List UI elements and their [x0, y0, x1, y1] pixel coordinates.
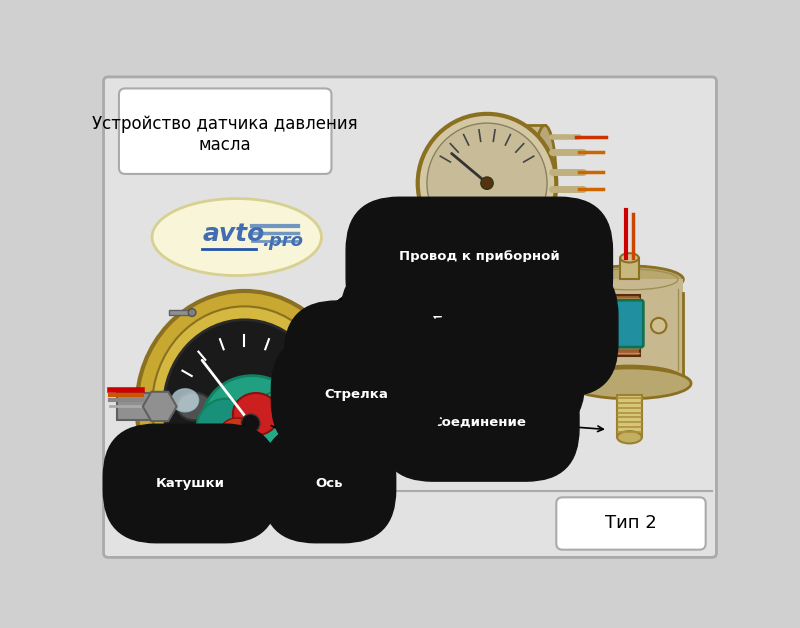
Ellipse shape [568, 368, 691, 399]
FancyBboxPatch shape [612, 300, 643, 347]
Ellipse shape [175, 330, 222, 484]
Text: Тип 2: Тип 2 [605, 514, 657, 533]
Circle shape [242, 414, 260, 433]
Ellipse shape [177, 392, 212, 420]
Ellipse shape [620, 253, 638, 263]
Ellipse shape [233, 393, 279, 435]
FancyBboxPatch shape [556, 497, 706, 550]
Text: Шкала: Шкала [337, 354, 390, 367]
Text: Устройство датчика давления
масла: Устройство датчика давления масла [92, 116, 358, 154]
Bar [169, 310, 192, 315]
Text: .pro: .pro [262, 232, 303, 251]
Ellipse shape [254, 391, 304, 445]
Ellipse shape [164, 320, 326, 493]
Bar [198, 330, 245, 484]
Text: Ось: Ось [315, 477, 343, 490]
Bar [169, 487, 192, 492]
Bar [620, 258, 638, 279]
Text: Стрелка: Стрелка [324, 388, 388, 401]
Circle shape [481, 177, 493, 189]
Circle shape [427, 123, 547, 243]
FancyBboxPatch shape [119, 89, 331, 174]
Text: avto: avto [202, 222, 264, 246]
Ellipse shape [219, 418, 254, 449]
Ellipse shape [202, 376, 302, 468]
Ellipse shape [196, 399, 254, 460]
Ellipse shape [172, 389, 198, 412]
FancyBboxPatch shape [103, 77, 717, 558]
Circle shape [418, 114, 556, 252]
Text: Пластинка с
нихромовой намоткой: Пластинка с нихромовой намоткой [394, 315, 565, 344]
Ellipse shape [152, 306, 337, 507]
Text: Провод к приборной
панели: Провод к приборной панели [399, 250, 560, 278]
Text: Ползунок: Ползунок [458, 369, 532, 382]
Ellipse shape [575, 366, 683, 393]
Ellipse shape [137, 291, 352, 522]
Ellipse shape [617, 431, 642, 443]
Ellipse shape [575, 266, 683, 293]
Circle shape [188, 486, 196, 494]
Bar [593, 295, 640, 357]
Text: Соединение: Соединение [432, 415, 526, 428]
Bar [118, 392, 194, 420]
Bar [487, 126, 545, 241]
Text: Катушки: Катушки [156, 477, 225, 490]
Circle shape [651, 318, 666, 333]
Circle shape [188, 309, 196, 317]
Bar [617, 395, 642, 437]
Bar [575, 279, 683, 379]
Ellipse shape [152, 198, 322, 276]
Ellipse shape [534, 126, 556, 241]
